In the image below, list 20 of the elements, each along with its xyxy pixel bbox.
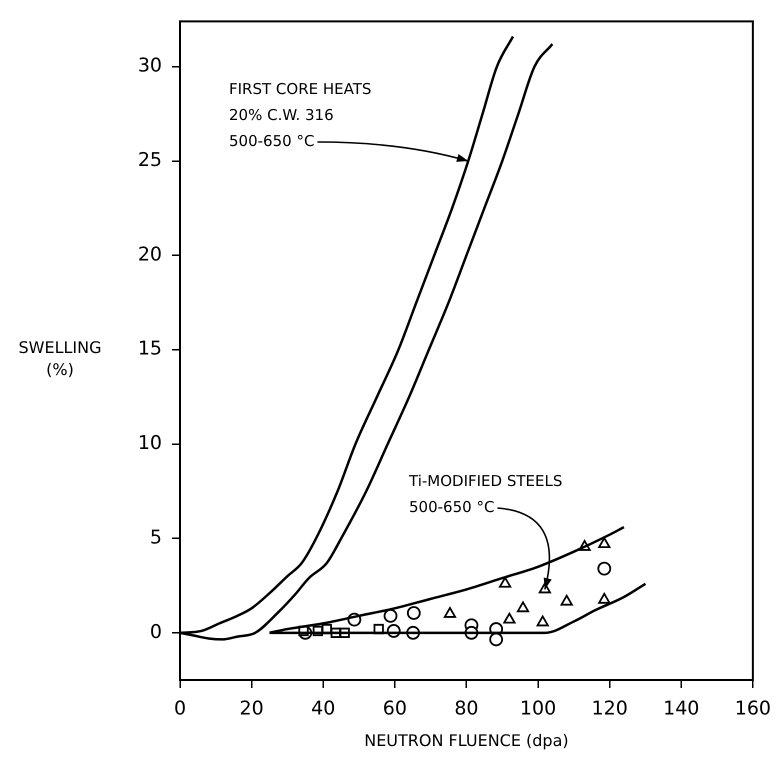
x-tick-label: 100 xyxy=(520,697,556,720)
x-tick-label: 160 xyxy=(734,697,771,720)
x-tick-label: 140 xyxy=(663,697,700,720)
x-tick-label: 40 xyxy=(311,697,336,720)
annotation: Ti-MODIFIED STEELS 500-650 °C xyxy=(408,472,562,516)
x-tick-label: 80 xyxy=(454,697,479,720)
x-tick-label: 60 xyxy=(382,697,407,720)
y-tick-label: 5 xyxy=(150,526,162,548)
x-tick-label: 20 xyxy=(240,697,264,720)
y-tick-label: 15 xyxy=(138,338,162,360)
y-tick-label: 10 xyxy=(138,432,162,454)
x-tick-label: 120 xyxy=(592,697,628,720)
annotation: FIRST CORE HEATS 20% C.W. 316 500-650 °C xyxy=(229,80,372,150)
y-axis-title: SWELLING (%) xyxy=(18,338,102,379)
y-tick-label: 20 xyxy=(138,243,162,266)
x-tick-label: 0 xyxy=(174,697,186,720)
y-tick-label: 25 xyxy=(138,148,162,171)
y-tick-label: 0 xyxy=(150,620,162,643)
y-tick-label: 30 xyxy=(138,54,162,77)
x-axis-title: NEUTRON FLUENCE (dpa) xyxy=(364,731,569,750)
